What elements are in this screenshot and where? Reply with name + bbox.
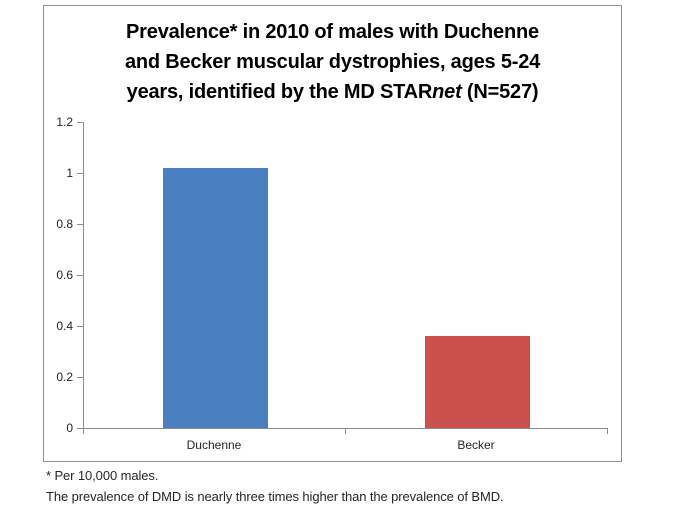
chart-title-line-1: Prevalence* in 2010 of males with Duchen…: [126, 21, 539, 43]
chart-footnotes: * Per 10,000 males. The prevalence of DM…: [46, 465, 504, 507]
chart-title-line-3-suffix: (N=527): [461, 81, 539, 103]
x-axis-tick-mark: [83, 429, 84, 434]
y-axis-tick-mark: [77, 224, 83, 225]
y-axis-tick-label: 0.6: [56, 268, 73, 282]
chart-title-line-3-italic: net: [432, 81, 462, 103]
bar-becker: [425, 336, 530, 428]
y-axis-tick-label: 0.4: [56, 319, 73, 333]
chart-title-line-3: years, identified by the MD STARnet (N=5…: [44, 77, 621, 107]
y-axis-tick-mark: [77, 275, 83, 276]
footnote-line-2: The prevalence of DMD is nearly three ti…: [46, 489, 504, 504]
y-axis-tick-label: 0: [66, 421, 73, 435]
y-axis-tick-label: 1.2: [56, 115, 73, 129]
y-axis-tick-label: 0.2: [56, 370, 73, 384]
y-axis-tick-mark: [77, 122, 83, 123]
y-axis-tick-mark: [77, 377, 83, 378]
y-axis-tick-mark: [77, 173, 83, 174]
y-axis-tick-label: 0.8: [56, 217, 73, 231]
x-axis-tick-mark: [607, 429, 608, 434]
bar-duchenne: [163, 168, 268, 428]
footnote-line-1: * Per 10,000 males.: [46, 468, 159, 483]
x-axis-category-label: Becker: [457, 438, 495, 452]
x-axis-tick-mark: [345, 429, 346, 434]
y-axis-tick-mark: [77, 428, 83, 429]
y-axis-tick-label: 1: [66, 166, 73, 180]
plot-area: [83, 122, 608, 429]
x-axis-category-label: Duchenne: [186, 438, 242, 452]
y-axis-tick-mark: [77, 326, 83, 327]
chart-title-line-2: and Becker muscular dystrophies, ages 5-…: [124, 51, 541, 73]
chart-title: Prevalence* in 2010 of males with Duchen…: [44, 17, 621, 107]
chart-title-line-3-prefix: years, identified by the MD STAR: [126, 81, 433, 103]
chart-frame: Prevalence* in 2010 of males with Duchen…: [43, 5, 622, 462]
